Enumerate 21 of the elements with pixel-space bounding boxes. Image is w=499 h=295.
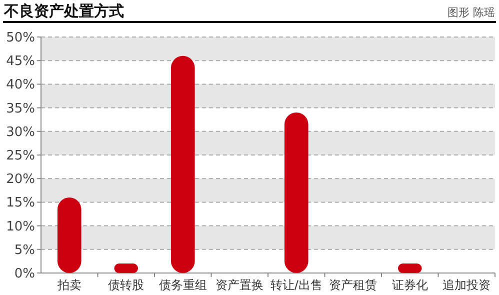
- x-tick-label: 资产租赁: [329, 278, 378, 292]
- y-tick-label: 40%: [6, 78, 35, 93]
- text: 图形 陈瑶: [448, 6, 495, 19]
- y-tick-label: 0%: [14, 266, 35, 282]
- chart-title: 不良资产处置方式: [3, 2, 124, 20]
- x-tick-label: 转让/出售: [270, 278, 322, 292]
- y-tick-label: 35%: [6, 101, 35, 116]
- x-tick-label: 证券化: [392, 278, 428, 292]
- x-tick-label: 资产置换: [216, 278, 264, 292]
- y-tick-label: 15%: [6, 196, 35, 211]
- y-tick-label: 20%: [6, 172, 35, 188]
- y-tick-label: 30%: [6, 124, 35, 140]
- x-tick-label: 拍卖: [56, 278, 82, 292]
- x-tick-label: 追加投资: [442, 278, 491, 292]
- y-tick-label: 45%: [6, 54, 35, 70]
- y-tick-label: 5%: [14, 242, 35, 258]
- y-tick-label: 50%: [6, 30, 35, 46]
- y-tick-label: 25%: [6, 148, 35, 164]
- y-tick-label: 10%: [6, 219, 35, 234]
- x-tick-label: 债务重组: [158, 278, 207, 292]
- x-tick-label: 债转股: [108, 278, 144, 292]
